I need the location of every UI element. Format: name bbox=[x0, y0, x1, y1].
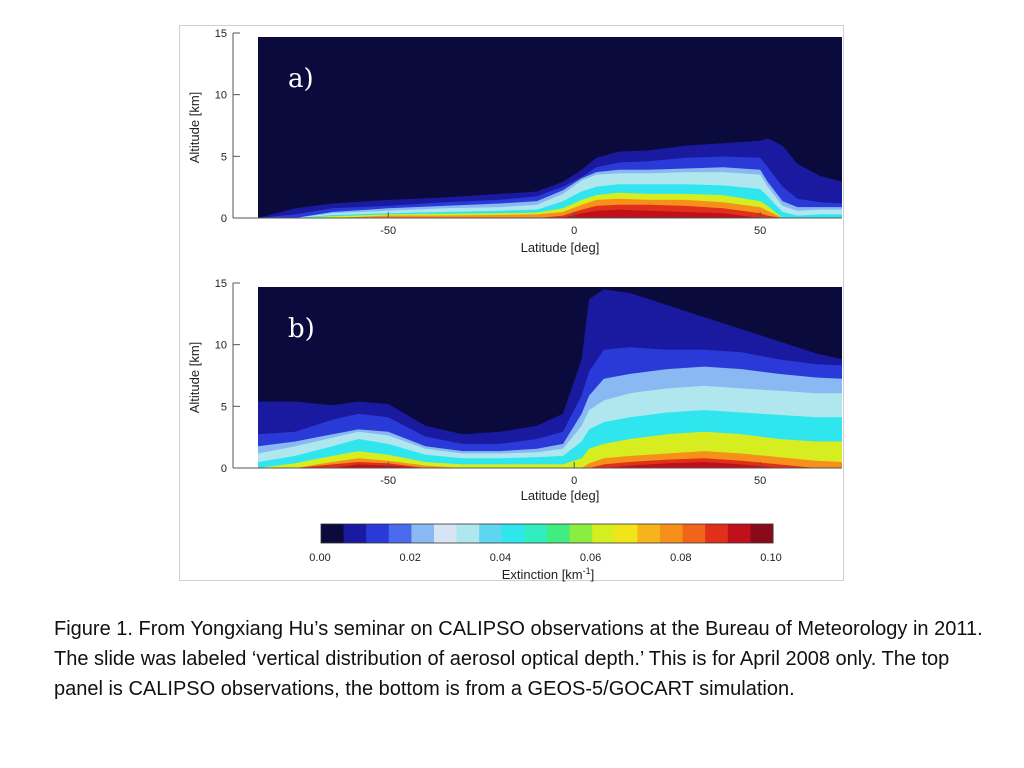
x-tick-label: 0 bbox=[571, 225, 577, 237]
y-tick-label: 10 bbox=[215, 340, 227, 352]
colorbar-swatch bbox=[750, 524, 774, 543]
y-tick-label: 0 bbox=[221, 213, 227, 225]
y-tick-label: 15 bbox=[215, 278, 227, 290]
colorbar-swatch bbox=[569, 524, 593, 543]
y-axis-title: Altitude [km] bbox=[187, 342, 202, 414]
colorbar-title: Extinction [km-1] bbox=[502, 566, 595, 582]
colorbar-swatch bbox=[434, 524, 458, 543]
x-tick-label: 50 bbox=[754, 225, 766, 237]
colorbar-swatch bbox=[501, 524, 525, 543]
y-tick-label: 0 bbox=[221, 463, 227, 475]
colorbar-swatch bbox=[524, 524, 548, 543]
colorbar: 0.00 0.02 0.04 0.06 0.08 0.10 Extinction [km-1… bbox=[309, 523, 782, 582]
colorbar-border bbox=[320, 523, 774, 544]
x-tick-label: -50 bbox=[380, 475, 396, 487]
figure-caption: Figure 1. From Yongxiang Hu’s seminar on… bbox=[54, 618, 983, 700]
x-axis-title: Latitude [deg] bbox=[521, 488, 600, 503]
colorbar-swatch bbox=[547, 524, 571, 543]
panel-a: 0 5 10 15 -50 0 50 Latitude [deg] Altitude [km] a… bbox=[187, 28, 842, 255]
colorbar-swatch bbox=[456, 524, 480, 543]
colorbar-swatch bbox=[705, 524, 729, 543]
y-axis-title: Altitude [km] bbox=[187, 92, 202, 164]
colorbar-swatch bbox=[366, 524, 390, 543]
panel-label: b) bbox=[288, 314, 315, 344]
colorbar-swatch bbox=[727, 524, 751, 543]
colorbar-swatch bbox=[614, 524, 638, 543]
y-tick-label: 10 bbox=[215, 90, 227, 102]
y-tick-label: 15 bbox=[215, 28, 227, 40]
colorbar-tick-label: 0.08 bbox=[670, 552, 691, 564]
colorbar-swatch bbox=[479, 524, 503, 543]
colorbar-tick-label: 0.06 bbox=[580, 552, 601, 564]
colorbar-swatch bbox=[388, 524, 412, 543]
colorbar-swatch bbox=[637, 524, 661, 543]
x-tick-label: 50 bbox=[754, 475, 766, 487]
panel-b: 0 5 10 15 -50 0 50 Latitude [deg] Altitude [km] b… bbox=[187, 278, 842, 503]
panel-label: a) bbox=[288, 64, 314, 94]
x-tick-label: 0 bbox=[571, 475, 577, 487]
x-axis-title: Latitude [deg] bbox=[521, 240, 600, 255]
colorbar-swatch bbox=[592, 524, 616, 543]
contour-layer-9 bbox=[258, 462, 842, 468]
colorbar-swatch bbox=[343, 524, 367, 543]
contour-layer-9 bbox=[258, 209, 842, 218]
colorbar-tick-label: 0.02 bbox=[399, 552, 420, 564]
colorbar-swatch bbox=[411, 524, 435, 543]
y-tick-label: 5 bbox=[221, 151, 227, 163]
colorbar-tick-label: 0.00 bbox=[309, 552, 330, 564]
colorbar-tick-label: 0.04 bbox=[490, 552, 511, 564]
y-tick-label: 5 bbox=[221, 401, 227, 413]
x-tick-label: -50 bbox=[380, 225, 396, 237]
colorbar-tick-label: 0.10 bbox=[760, 552, 781, 564]
colorbar-swatch bbox=[660, 524, 684, 543]
colorbar-swatch bbox=[682, 524, 706, 543]
colorbar-swatch bbox=[321, 524, 345, 543]
